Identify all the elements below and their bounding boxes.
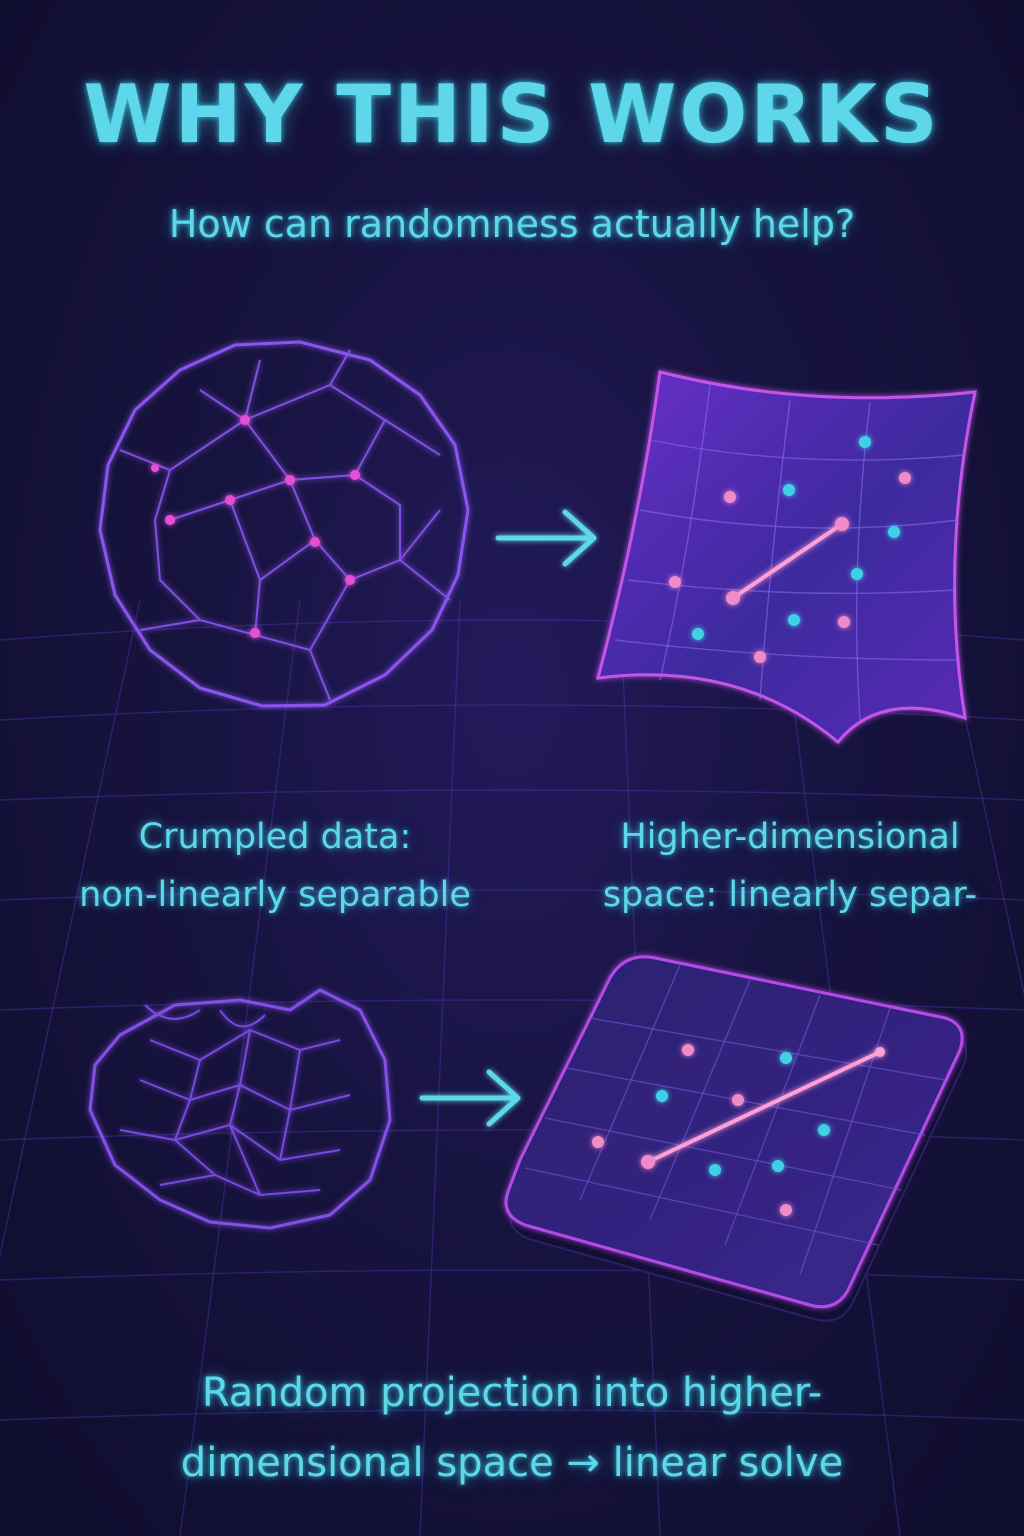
footer-line2: dimensional space → linear solve <box>180 1440 844 1486</box>
arrow-right-icon-2 <box>419 1069 521 1127</box>
caption-higher-dimensional: Higher-dimensional space: linearly separ… <box>570 808 1010 924</box>
caption-left-line1: Crumpled data: <box>138 817 412 857</box>
footer-summary: Random projection into higher- dimension… <box>0 1358 1024 1498</box>
caption-crumpled-data: Crumpled data: non-linearly separable <box>40 808 510 924</box>
caption-right-line2: space: linearly separ- <box>602 875 978 915</box>
page-subtitle: How can randomness actually help? <box>168 202 856 246</box>
crumpled-blob-icon <box>88 988 392 1230</box>
caption-left-line2: non-linearly separable <box>79 875 471 915</box>
crumpled-ball-icon <box>98 340 470 708</box>
sheet-points <box>669 436 911 663</box>
arrow-right-icon <box>495 509 597 567</box>
footer-line1: Random projection into higher- <box>201 1370 823 1416</box>
projected-sheet-icon <box>595 370 977 745</box>
caption-right-line1: Higher-dimensional <box>620 817 960 857</box>
projected-board-icon <box>504 955 968 1322</box>
crumpled-ball-nodes <box>151 415 360 638</box>
board-points <box>592 1044 885 1216</box>
page-title: WHY THIS WORKS <box>83 68 941 161</box>
